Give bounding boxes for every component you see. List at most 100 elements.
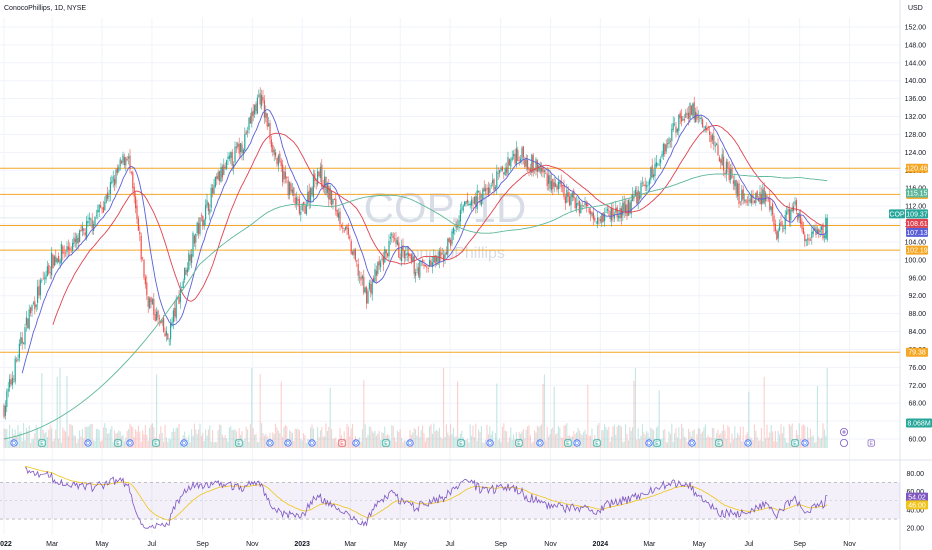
- candle-body: [538, 165, 540, 171]
- candle-body: [653, 174, 655, 178]
- candle-body: [480, 199, 482, 206]
- dividend-marker[interactable]: [284, 439, 292, 447]
- volume-bars: [3, 368, 828, 448]
- future-earnings-marker[interactable]: [867, 439, 875, 447]
- future-marker-letter: E: [869, 441, 873, 447]
- candle-body: [266, 113, 268, 127]
- earnings-marker[interactable]: [235, 439, 243, 447]
- volume-bar: [587, 384, 589, 448]
- dividend-marker[interactable]: [266, 439, 274, 447]
- volume-bar: [368, 426, 370, 448]
- earnings-marker[interactable]: [564, 439, 572, 447]
- volume-bar: [230, 426, 232, 448]
- volume-bar: [290, 431, 292, 448]
- volume-bar: [605, 427, 607, 448]
- volume-bar: [100, 441, 102, 448]
- candle-body: [403, 250, 405, 259]
- volume-bar: [114, 430, 116, 448]
- volume-bar: [452, 427, 454, 448]
- candle-body: [346, 225, 348, 229]
- dividend-marker[interactable]: [308, 439, 316, 447]
- candle-body: [251, 111, 253, 124]
- candle-body: [542, 167, 544, 173]
- candle-body: [367, 290, 369, 304]
- volume-bar: [667, 442, 669, 448]
- event-marker-letter: D: [647, 441, 651, 447]
- earnings-marker[interactable]: [38, 439, 46, 447]
- volume-bar: [770, 425, 772, 448]
- candle-body: [409, 253, 411, 257]
- dividend-marker[interactable]: [645, 439, 653, 447]
- ma-slow-line: [198, 173, 828, 266]
- dividend-marker[interactable]: [352, 439, 360, 447]
- candle-body: [252, 110, 254, 117]
- candle-body: [468, 203, 470, 205]
- event-marker-letter: D: [268, 441, 272, 447]
- candle-body: [114, 179, 116, 186]
- volume-bar: [317, 427, 319, 448]
- earnings-marker[interactable]: [382, 439, 390, 447]
- dividend-marker[interactable]: [573, 439, 581, 447]
- volume-bar: [611, 436, 613, 448]
- price-axis-label: 88.00: [908, 311, 926, 318]
- candle-body: [308, 190, 310, 203]
- volume-bar: [62, 427, 64, 448]
- volume-bar: [784, 438, 786, 448]
- candle-body: [738, 183, 740, 204]
- volume-bar: [786, 442, 788, 448]
- candle-body: [93, 224, 95, 231]
- candle-body: [703, 129, 705, 131]
- dividend-marker[interactable]: [10, 439, 18, 447]
- candle-body: [51, 252, 53, 276]
- candle-body: [305, 204, 307, 215]
- price-axis-label: 92.00: [908, 293, 926, 300]
- volume-bar: [562, 437, 564, 448]
- candle-body: [513, 154, 515, 157]
- dividend-marker[interactable]: [406, 439, 414, 447]
- candle-body: [255, 103, 257, 112]
- split-marker-icon[interactable]: [840, 438, 849, 447]
- volume-bar: [468, 442, 470, 448]
- earnings-marker[interactable]: [114, 439, 122, 447]
- candle-body: [822, 224, 824, 239]
- price-tag-bg: [906, 188, 928, 198]
- candle-body: [325, 176, 327, 196]
- earnings-marker[interactable]: [593, 439, 601, 447]
- dividend-marker[interactable]: [486, 439, 494, 447]
- candle-body: [324, 176, 326, 188]
- volume-bar: [156, 374, 158, 448]
- candle-body: [151, 299, 153, 305]
- earnings-marker[interactable]: [515, 439, 523, 447]
- candle-body: [644, 184, 646, 187]
- earnings-marker[interactable]: [338, 439, 346, 447]
- volume-bar: [128, 429, 130, 448]
- volume-bar: [699, 429, 701, 448]
- volume-bar: [104, 423, 106, 448]
- dividend-marker[interactable]: [84, 439, 92, 447]
- candle-body: [735, 180, 737, 194]
- volume-bar: [205, 429, 207, 448]
- rsi-value-tag: 54.02: [906, 492, 928, 502]
- candle-body: [97, 210, 99, 213]
- dividend-marker[interactable]: [180, 439, 188, 447]
- earnings-marker[interactable]: [653, 439, 661, 447]
- earnings-marker[interactable]: [457, 439, 465, 447]
- dividend-marker[interactable]: [126, 439, 134, 447]
- volume-bar: [461, 430, 463, 448]
- time-axis[interactable]: 2022 Mar May Jul Sep Nov 2023 Mar May Jul Sep Nov 20…: [0, 541, 856, 548]
- candle-body: [576, 203, 578, 209]
- earnings-marker[interactable]: [152, 439, 160, 447]
- earnings-marker[interactable]: [791, 439, 799, 447]
- earnings-marker[interactable]: [715, 439, 723, 447]
- volume-bar: [53, 438, 55, 448]
- dividend-marker[interactable]: [801, 439, 809, 447]
- candle-body: [90, 218, 92, 220]
- dividend-marker[interactable]: [688, 439, 696, 447]
- volume-bar: [276, 427, 278, 448]
- dividend-marker[interactable]: [536, 439, 544, 447]
- candle-body: [525, 158, 527, 167]
- dividend-marker[interactable]: [744, 439, 752, 447]
